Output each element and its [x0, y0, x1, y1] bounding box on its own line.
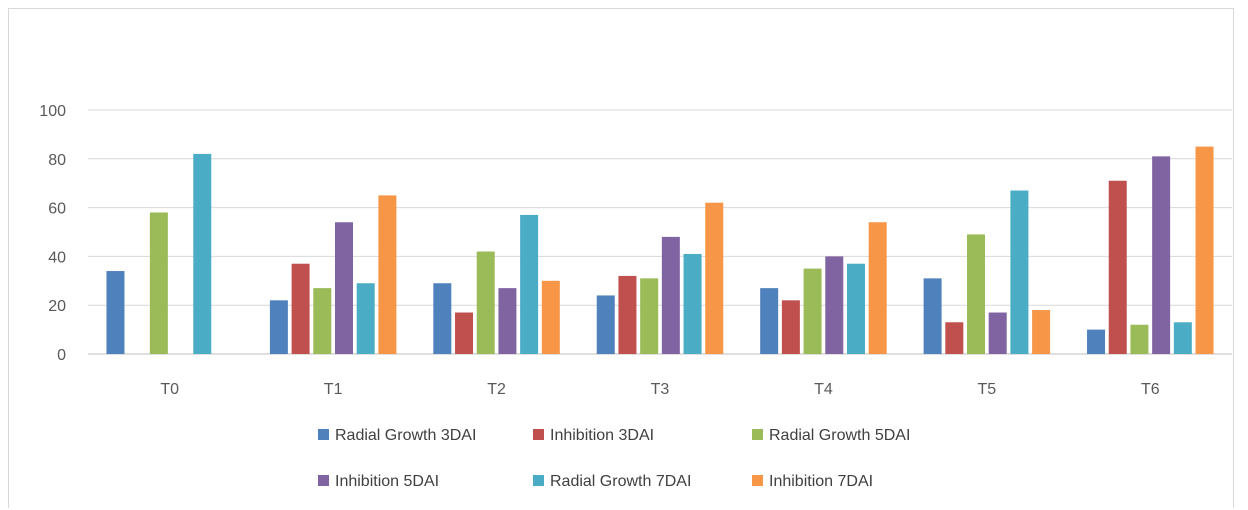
- bar: [498, 288, 517, 354]
- bar: [378, 195, 397, 354]
- bar: [618, 275, 637, 354]
- bar: [661, 236, 680, 354]
- bar: [1130, 324, 1149, 354]
- bar: [760, 288, 779, 354]
- legend-item: Radial Growth 5DAI: [752, 427, 910, 444]
- bar: [825, 256, 844, 354]
- bar: [476, 251, 495, 354]
- bar: [683, 253, 702, 354]
- bar: [1152, 156, 1171, 354]
- legend-swatch: [752, 475, 763, 486]
- legend-item: Inhibition 5DAI: [318, 473, 439, 490]
- legend-swatch: [318, 429, 329, 440]
- bar: [334, 222, 353, 354]
- legend-label: Radial Growth 3DAI: [335, 427, 476, 444]
- legend-swatch: [318, 475, 329, 486]
- x-tick-label: T5: [978, 381, 997, 398]
- y-tick-label: 60: [48, 201, 66, 218]
- x-tick-label: T0: [160, 381, 179, 398]
- bar: [1087, 329, 1106, 354]
- x-tick-label: T4: [814, 381, 833, 398]
- legend-item: Inhibition 3DAI: [533, 427, 654, 444]
- bar: [640, 278, 659, 354]
- bar: [1010, 190, 1029, 354]
- y-tick-label: 0: [57, 347, 66, 364]
- legend-swatch: [533, 475, 544, 486]
- gridlines: [88, 109, 1232, 355]
- bar: [923, 278, 942, 354]
- y-tick-label: 80: [48, 152, 66, 169]
- bar: [781, 300, 800, 354]
- bars: [106, 146, 1214, 354]
- legend: Radial Growth 3DAI Inhibition 3DAI Radial …: [318, 427, 910, 490]
- bar: [149, 212, 168, 354]
- y-tick-label: 100: [39, 103, 66, 120]
- bar: [596, 295, 615, 354]
- bar: [967, 234, 986, 354]
- bar: [1108, 180, 1127, 354]
- bar: [541, 280, 560, 354]
- bar: [846, 263, 865, 354]
- legend-item: Radial Growth 7DAI: [533, 473, 691, 490]
- bar: [520, 214, 539, 354]
- bar: [1173, 322, 1192, 354]
- y-tick-label: 40: [48, 249, 66, 266]
- chart-frame: [8, 8, 1234, 508]
- legend-label: Radial Growth 7DAI: [550, 473, 691, 490]
- legend-label: Inhibition 7DAI: [769, 473, 873, 490]
- legend-swatch: [533, 429, 544, 440]
- y-tick-label: 20: [48, 298, 66, 315]
- legend-label: Inhibition 5DAI: [335, 473, 439, 490]
- legend-label: Radial Growth 5DAI: [769, 427, 910, 444]
- bar: [291, 263, 310, 354]
- x-tick-label: T6: [1141, 381, 1160, 398]
- bar: [455, 312, 474, 354]
- x-axis-ticks: T0 T1 T2 T3 T4 T5 T6: [160, 381, 1159, 398]
- bar: [106, 271, 125, 354]
- bar: [1032, 310, 1051, 354]
- bar: [988, 312, 1007, 354]
- legend-swatch: [752, 429, 763, 440]
- legend-label: Inhibition 3DAI: [550, 427, 654, 444]
- bar: [193, 153, 212, 354]
- bar: [803, 268, 822, 354]
- bar: [1195, 146, 1214, 354]
- bar: [868, 222, 887, 354]
- bar: [433, 283, 452, 354]
- x-tick-label: T1: [324, 381, 343, 398]
- x-tick-label: T2: [487, 381, 506, 398]
- bar: [705, 202, 724, 354]
- y-axis-ticks: 0 20 40 60 80 100: [39, 103, 66, 364]
- legend-item: Inhibition 7DAI: [752, 473, 873, 490]
- bar: [356, 283, 375, 354]
- legend-item: Radial Growth 3DAI: [318, 427, 476, 444]
- bar: [313, 288, 332, 354]
- x-tick-label: T3: [651, 381, 670, 398]
- bar: [945, 322, 964, 354]
- bar: [269, 300, 288, 354]
